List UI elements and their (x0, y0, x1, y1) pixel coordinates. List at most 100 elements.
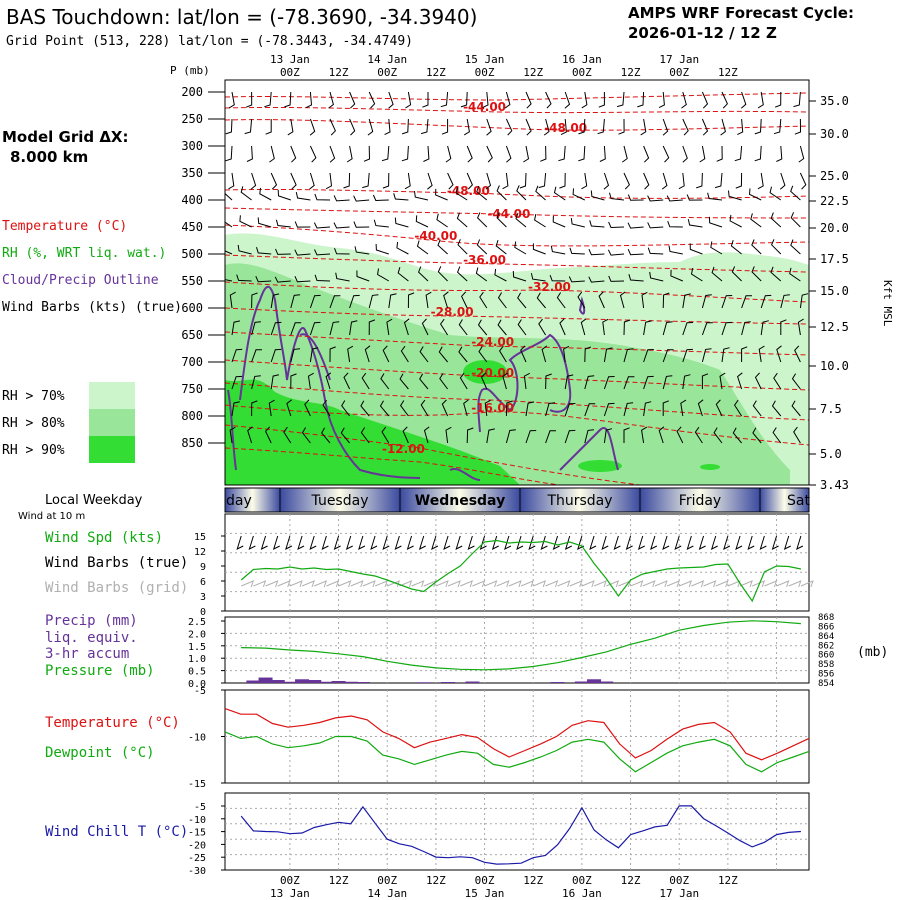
height-tick: 35.0 (820, 94, 849, 108)
pressure-tick: 400 (181, 193, 203, 207)
wind-barb (445, 426, 452, 444)
height-tick: 12.5 (820, 320, 849, 334)
wind-barb (734, 145, 743, 162)
wind-barb (752, 400, 762, 417)
wind-barb (361, 372, 370, 390)
wind-barb (721, 347, 730, 363)
wind-barb-grid (569, 580, 583, 588)
wind-barb-grid (533, 580, 547, 588)
wind-barb (603, 376, 615, 390)
wind-barb-true (710, 535, 718, 550)
pressure-tick-right: 868 (818, 613, 834, 623)
wind-barb-true (771, 535, 779, 550)
wind-barb (757, 91, 764, 109)
wind-barb-grid (752, 580, 766, 588)
bottom-time-label: 00Z (280, 874, 300, 887)
wind-barb (325, 172, 333, 190)
wind-barb-true (248, 535, 256, 550)
wind-barb-true (735, 535, 743, 550)
top-time-axis: 00Z 12Z 00Z 12Z 00Z 12Z 00Z 12Z 00Z 12Z 13 Jan 14 J… (270, 53, 738, 79)
temperature-contour-label: -12.00 (382, 442, 425, 456)
bottom-time-label: 00Z (475, 874, 495, 887)
wind-barb-true (418, 535, 426, 550)
temperature-contour-label: -20.00 (471, 366, 514, 380)
wind-barb (229, 426, 236, 444)
wind-barb (710, 241, 723, 255)
wind-barb (495, 240, 507, 255)
wind-barb (309, 118, 316, 136)
cycle-label: AMPS WRF Forecast Cycle: (628, 4, 854, 22)
wind-barb (399, 373, 409, 390)
wind-barb (708, 216, 723, 228)
bottom-time-label: 12Z (718, 874, 738, 887)
wind-barb-true (321, 535, 329, 550)
wind-barb (386, 318, 393, 336)
grid-point-subtitle: Grid Point (513, 228) lat/lon = (-78.344… (6, 34, 413, 49)
wind-barb (682, 348, 693, 363)
wind-barb (314, 193, 331, 201)
wind-barb (776, 145, 783, 162)
wind-barb (397, 267, 409, 282)
wind-barb (441, 119, 449, 135)
wind-barb (728, 190, 742, 201)
temperature-contour-label: -28.00 (431, 305, 474, 319)
y-tick: 1.5 (188, 642, 206, 653)
precip-pressure-panel: 2.52.0 1.51.0 0.50.0 8688668648628608588568… (45, 613, 888, 690)
bottom-time-label: 00Z (669, 874, 689, 887)
wind-barb (321, 427, 331, 444)
wind-barb-true (759, 535, 767, 550)
weekday-label: Sat (787, 493, 810, 509)
temperature-contour-label: -24.00 (471, 335, 514, 349)
panel-label: liq. equiv. (45, 630, 138, 646)
wind-barb-true (504, 535, 512, 550)
wind-barb-grid (338, 580, 352, 588)
wind-barb (568, 276, 585, 283)
wind-barb (545, 430, 557, 444)
pressure-tick: 700 (181, 355, 203, 369)
wind-barb-true (467, 535, 475, 550)
wind-barb-grid (435, 580, 449, 588)
wind-barb (435, 188, 448, 201)
wind-barb (694, 426, 703, 444)
wind-barb (662, 349, 674, 363)
cross-section-legend: Temperature (°C) RH (%, WRT liq. wat.) Clo… (2, 219, 182, 315)
wind-barb (399, 400, 409, 417)
wind-barb (697, 399, 704, 417)
wind-barb (701, 118, 709, 136)
legend-item: Cloud/Precip Outline (2, 273, 159, 288)
wind-barb-grid (265, 580, 279, 588)
wind-barb (418, 266, 429, 282)
wind-barb (584, 429, 594, 444)
wind-barb (536, 292, 546, 309)
wind-barb (772, 427, 782, 444)
wind-barb (681, 91, 687, 109)
precip-bar (319, 681, 334, 683)
wind-barb (270, 374, 280, 390)
wind-barb-grid (484, 580, 498, 588)
wind-barb-grid (727, 580, 741, 588)
wind-barb (790, 185, 801, 201)
wind-barb (421, 318, 429, 336)
wind-barb (774, 91, 782, 108)
bottom-time-label: 12Z (329, 874, 349, 887)
wind-barb-grid (788, 580, 802, 588)
wind-barb-true (540, 535, 548, 550)
wind-barb (790, 239, 801, 255)
height-ticks: 35.0 30.0 25.0 22.5 20.0 17.5 15.0 12.5 10.0 7.5 5… (809, 94, 849, 492)
rh-90-patch-3 (700, 464, 720, 470)
wind-barb (550, 245, 566, 255)
wind-barb (229, 291, 236, 309)
wind-barb-grid (508, 580, 522, 588)
y-tick: 12 (194, 547, 206, 558)
wind-barb (701, 294, 712, 309)
wind-barb (545, 402, 556, 417)
wind-barb (519, 172, 527, 189)
wind-barb (504, 91, 511, 109)
wind-barb (225, 185, 233, 201)
y-tick: 0.5 (188, 667, 206, 678)
wind-barb (236, 274, 252, 282)
precip-bar (587, 679, 602, 683)
wind-barb (532, 243, 546, 255)
wind-barb (552, 215, 566, 228)
wind-barb (732, 427, 742, 444)
